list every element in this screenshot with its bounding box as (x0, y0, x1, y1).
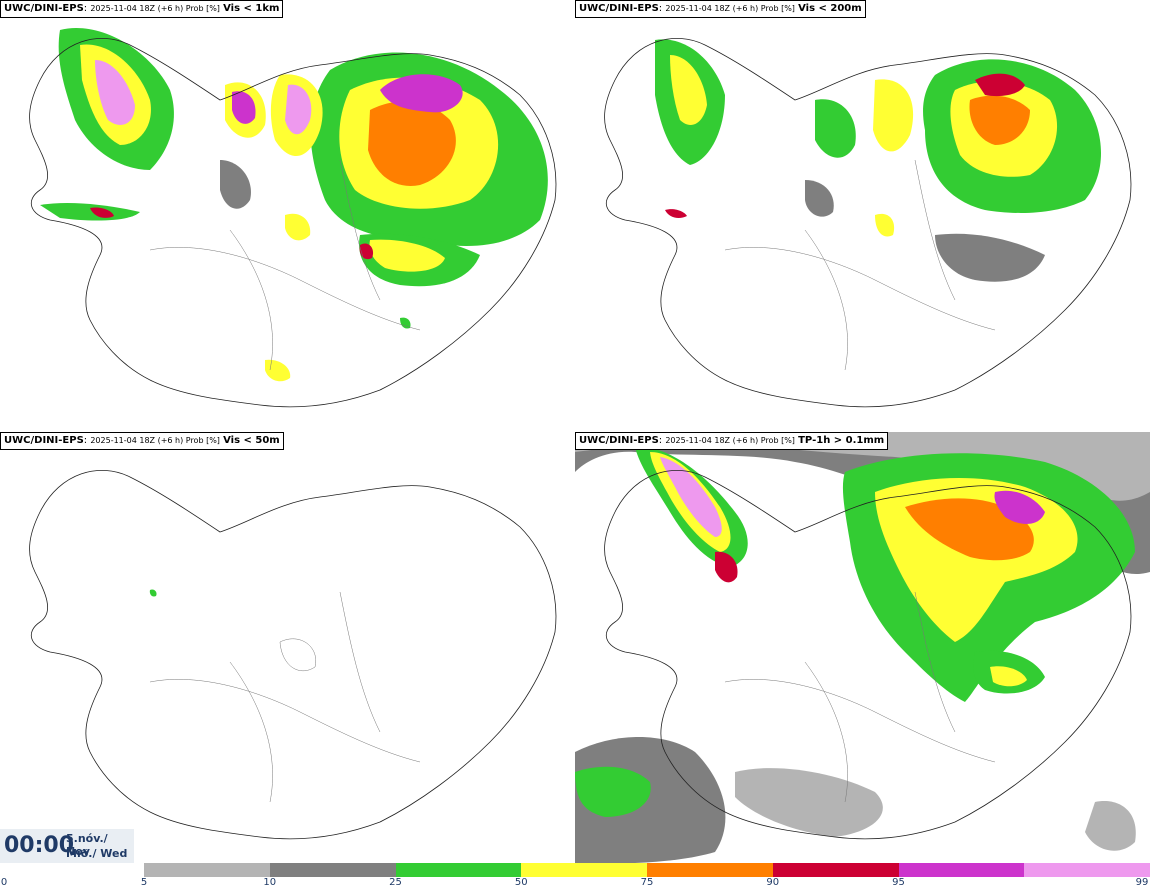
colorbar-tick-label: 99 (1135, 877, 1149, 888)
valid-time-box: 00:00 5.nóv./ Nov Mið./ Wed (0, 829, 134, 863)
coastline (604, 470, 1132, 840)
colorbar-tick-label: 5 (140, 877, 148, 888)
run-info: 2025-11-04 18Z (+6 h) Prob [%] (90, 436, 220, 445)
colorbar-tick-label: 50 (514, 877, 528, 888)
colorbar-segment (772, 863, 899, 877)
colorbar-tick-label: 90 (766, 877, 780, 888)
panel-title-tp-1h: UWC/DINI-EPS: 2025-11-04 18Z (+6 h) Prob… (575, 432, 889, 450)
model-name: UWC/DINI-EPS (579, 3, 659, 14)
probability-shading (575, 432, 1150, 864)
colorbar-tick-label: 0 (0, 877, 8, 888)
map-panel-vis-1km: UWC/DINI-EPS: 2025-11-04 18Z (+6 h) Prob… (0, 0, 575, 432)
coastline (29, 470, 557, 840)
colorbar-ticks: 0 5 10 25 50 75 90 95 99 (0, 877, 1150, 891)
map-panel-vis-200m: UWC/DINI-EPS: 2025-11-04 18Z (+6 h) Prob… (575, 0, 1150, 432)
panel-title-vis-200m: UWC/DINI-EPS: 2025-11-04 18Z (+6 h) Prob… (575, 0, 866, 18)
valid-day: Mið./ Wed (66, 847, 128, 860)
run-info: 2025-11-04 18Z (+6 h) Prob [%] (665, 4, 795, 13)
colorbar-segment (1024, 863, 1150, 877)
iceland-map-tp-1h (575, 432, 1150, 864)
borders (724, 591, 996, 803)
run-info: 2025-11-04 18Z (+6 h) Prob [%] (665, 436, 795, 445)
variable-label: Vis < 1km (223, 3, 280, 14)
borders (724, 159, 996, 371)
variable-label: Vis < 200m (798, 3, 862, 14)
colorbar-tick-label: 95 (892, 877, 905, 888)
borders (149, 591, 421, 803)
colorbar-segment (395, 863, 522, 877)
panel-title-vis-1km: UWC/DINI-EPS: 2025-11-04 18Z (+6 h) Prob… (0, 0, 284, 18)
variable-label: Vis < 50m (223, 435, 280, 446)
map-panel-vis-50m: UWC/DINI-EPS: 2025-11-04 18Z (+6 h) Prob… (0, 432, 575, 864)
coastline (29, 38, 557, 408)
colorbar-segment (521, 863, 648, 877)
iceland-map-vis-50m (29, 470, 557, 840)
borders (149, 159, 421, 371)
colorbar-segment (647, 863, 774, 877)
colorbar (144, 863, 1150, 877)
run-info: 2025-11-04 18Z (+6 h) Prob [%] (90, 4, 220, 13)
coastline (604, 38, 1132, 408)
probability-shading (149, 589, 157, 597)
model-name: UWC/DINI-EPS (579, 435, 659, 446)
probability-shading (655, 39, 1102, 282)
map-panel-tp-1h: UWC/DINI-EPS: 2025-11-04 18Z (+6 h) Prob… (575, 432, 1150, 864)
model-name: UWC/DINI-EPS (4, 3, 84, 14)
model-name: UWC/DINI-EPS (4, 435, 84, 446)
iceland-map-vis-200m (604, 38, 1132, 408)
colorbar-tick-label: 75 (640, 877, 654, 888)
colorbar-segment (269, 863, 396, 877)
valid-time: 00:00 (4, 833, 75, 858)
colorbar-tick-label: 25 (389, 877, 402, 888)
iceland-map-vis-1km (29, 28, 557, 408)
colorbar-segment (898, 863, 1025, 877)
colorbar-tick-label: 10 (263, 877, 277, 888)
valid-date: 5.nóv./ Nov (66, 832, 108, 858)
probability-shading (40, 28, 548, 382)
variable-label: TP-1h > 0.1mm (798, 435, 885, 446)
colorbar-segment (144, 863, 271, 877)
panel-title-vis-50m: UWC/DINI-EPS: 2025-11-04 18Z (+6 h) Prob… (0, 432, 284, 450)
